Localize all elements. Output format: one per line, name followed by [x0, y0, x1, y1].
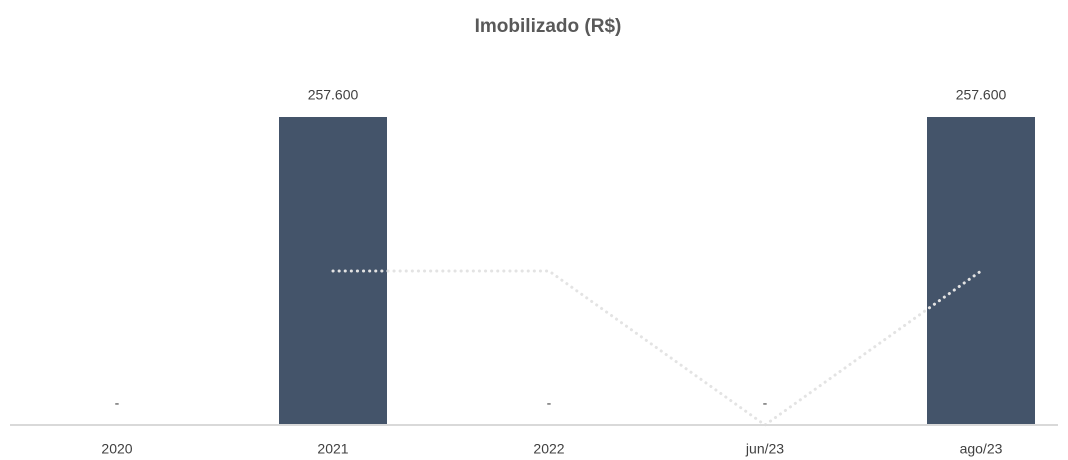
data-label: - — [763, 395, 768, 411]
x-tick-label: 2020 — [101, 441, 132, 457]
x-tick-label: ago/23 — [960, 441, 1003, 457]
data-label: - — [115, 395, 120, 411]
bar — [927, 117, 1035, 425]
data-label: - — [547, 395, 552, 411]
data-label: 257.600 — [956, 87, 1007, 103]
x-tick-label: 2022 — [533, 441, 564, 457]
line — [331, 269, 983, 427]
x-tick-label: 2021 — [317, 441, 348, 457]
chart-title: Imobilizado (R$) — [475, 16, 622, 37]
data-label: 257.600 — [308, 87, 359, 103]
x-tick-label: jun/23 — [745, 441, 784, 457]
